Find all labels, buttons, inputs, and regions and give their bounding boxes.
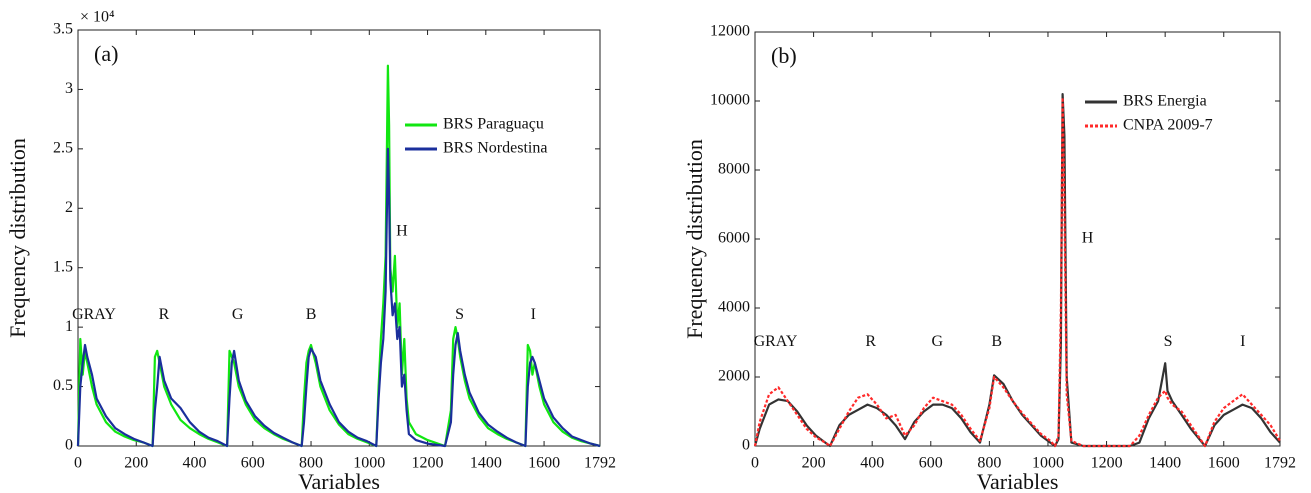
legend-label: BRS Nordestina — [443, 140, 547, 157]
x-tick-label: 1400 — [1149, 455, 1181, 472]
segment-label: B — [306, 306, 317, 323]
y-tick-label: 0 — [742, 437, 750, 454]
x-axis-label: Variables — [298, 469, 380, 493]
data-line — [753, 96, 1281, 448]
x-tick-label: 0 — [751, 455, 759, 472]
x-tick-label: 1200 — [1091, 455, 1123, 472]
segment-label: R — [865, 333, 876, 350]
x-tick-label: 600 — [919, 455, 943, 472]
y-tick-label: 10000 — [710, 92, 750, 109]
y-tick-label: 4000 — [718, 299, 750, 316]
y-tick-label: 8000 — [718, 161, 750, 178]
segment-label: GRAY — [72, 306, 116, 323]
legend-label: CNPA 2009-7 — [1123, 117, 1213, 134]
y-tick-label: 3 — [65, 80, 73, 97]
y-tick-label: 12000 — [710, 23, 750, 40]
segment-label: B — [991, 333, 1002, 350]
x-tick-label: 400 — [183, 455, 207, 472]
segment-label: I — [1240, 333, 1245, 350]
y-tick-label: 6000 — [718, 230, 750, 247]
x-tick-label: 1792 — [1264, 455, 1296, 472]
x-tick-label: 800 — [299, 455, 323, 472]
segment-label: H — [396, 223, 408, 240]
x-tick-label: 1000 — [353, 455, 385, 472]
segment-label: S — [1164, 333, 1173, 350]
y-tick-label: 2 — [65, 199, 73, 216]
plot-frame — [77, 29, 601, 447]
x-tick-label: 1400 — [470, 455, 502, 472]
y-tick-label: 0 — [65, 437, 73, 454]
y-tick-label: 1.5 — [53, 258, 73, 275]
x-tick-label: 200 — [124, 455, 148, 472]
x-tick-label: 200 — [802, 455, 826, 472]
segment-label: G — [931, 333, 943, 350]
x-tick-label: 1000 — [1032, 455, 1064, 472]
segment-label: G — [232, 306, 244, 323]
x-tick-label: 800 — [977, 455, 1001, 472]
x-tick-label: 0 — [74, 455, 82, 472]
y-tick-label: 3.5 — [53, 21, 73, 38]
legend-label: BRS Paraguaçu — [443, 116, 544, 133]
segment-label: GRAY — [754, 333, 798, 350]
y-multiplier: × 10⁴ — [80, 9, 115, 26]
segment-label: H — [1082, 230, 1094, 247]
x-tick-label: 1200 — [412, 455, 444, 472]
x-tick-label: 600 — [241, 455, 265, 472]
y-axis-label: Frequency distribution — [5, 138, 30, 338]
x-tick-label: 1792 — [584, 455, 616, 472]
data-line — [76, 147, 601, 448]
panel-label: (b) — [771, 43, 797, 68]
panel-label: (a) — [94, 41, 118, 66]
x-tick-label: 400 — [860, 455, 884, 472]
y-axis-label: Frequency distribution — [682, 139, 707, 339]
x-tick-label: 1600 — [528, 455, 560, 472]
y-tick-label: 2.5 — [53, 140, 73, 157]
x-axis-label: Variables — [977, 469, 1059, 493]
legend-label: BRS Energia — [1123, 93, 1207, 110]
segment-label: S — [455, 306, 464, 323]
y-tick-label: 1 — [65, 318, 73, 335]
y-tick-label: 2000 — [718, 368, 750, 385]
y-tick-label: 0.5 — [53, 377, 73, 394]
data-line — [753, 93, 1281, 448]
segment-label: I — [531, 306, 536, 323]
segment-label: R — [159, 306, 170, 323]
x-tick-label: 1600 — [1208, 455, 1240, 472]
